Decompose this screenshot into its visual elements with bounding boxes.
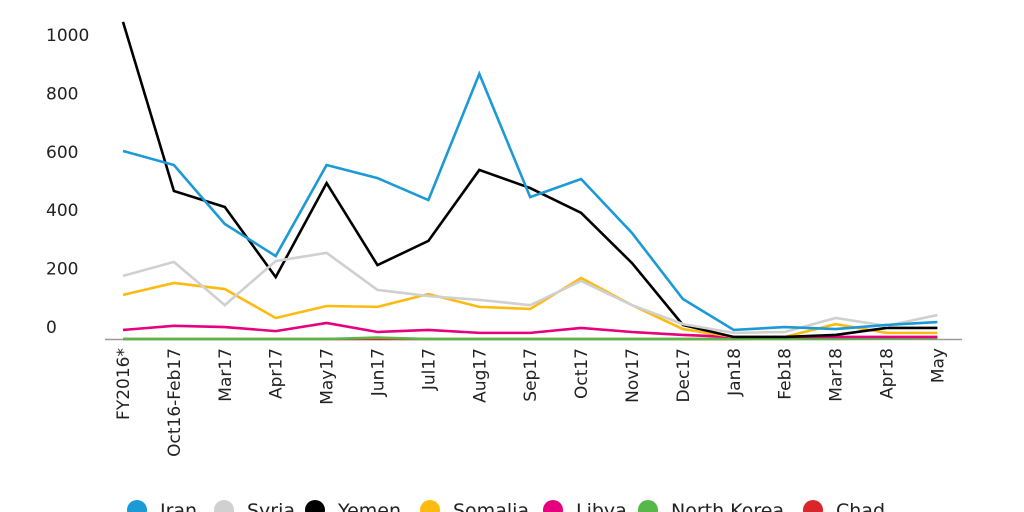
x-tick-label: FY2016* <box>114 348 134 420</box>
y-tick-label: 400 <box>46 201 78 221</box>
x-tick-label: Apr17 <box>267 348 287 399</box>
legend-swatch <box>420 500 440 512</box>
series-line-iran <box>122 70 938 332</box>
y-tick-label: 1000 <box>46 26 89 46</box>
legend-label: Yemen <box>337 500 401 512</box>
legend-label: Libya <box>576 500 627 512</box>
legend-label: Syria <box>247 500 295 512</box>
legend-label: Iran <box>160 500 197 512</box>
x-tick-label: Feb18 <box>776 348 796 400</box>
x-tick-label: Nov17 <box>623 348 643 403</box>
legend-swatch <box>127 500 147 512</box>
series-line-syria <box>122 251 938 335</box>
x-tick-label: Mar17 <box>216 348 236 402</box>
x-tick-label: Sep17 <box>521 348 541 402</box>
legend-swatch <box>214 500 234 512</box>
legend-item: Iran <box>127 500 197 512</box>
series-line-yemen <box>121 21 938 339</box>
legend-label: North Korea <box>671 500 784 512</box>
y-axis-ticks: 0 200 400 600 800 1000 <box>46 26 89 338</box>
x-tick-label: Jul17 <box>419 348 439 391</box>
series-line-somalia <box>122 276 938 339</box>
x-tick-label: Apr18 <box>878 348 898 399</box>
y-tick-label: 600 <box>46 143 78 163</box>
legend: Iran Syria Yemen Somalia Libya North Korea Cha… <box>127 500 885 512</box>
x-tick-label: Dec17 <box>674 348 694 403</box>
legend-item: Syria <box>214 500 295 512</box>
x-tick-label: May17 <box>318 348 338 405</box>
legend-item: Libya <box>543 500 627 512</box>
x-tick-label: Oct17 <box>572 348 592 399</box>
x-tick-label: Oct16-Feb17 <box>165 348 185 457</box>
legend-swatch <box>803 500 823 512</box>
legend-item: North Korea <box>638 500 784 512</box>
legend-label: Somalia <box>453 500 529 512</box>
x-tick-label: Jan18 <box>725 348 745 397</box>
legend-swatch <box>305 500 325 512</box>
x-tick-label: Aug17 <box>470 348 490 403</box>
x-tick-label: Jun17 <box>369 348 389 397</box>
y-tick-label: 200 <box>46 260 78 280</box>
series-lines <box>121 21 938 341</box>
legend-item: Chad <box>803 500 885 512</box>
legend-swatch <box>543 500 563 512</box>
y-tick-label: 0 <box>46 318 57 338</box>
legend-label: Chad <box>836 500 885 512</box>
x-tick-label: Mar18 <box>827 348 847 402</box>
series-line-north-korea <box>123 336 938 341</box>
x-axis-ticks: FY2016* Oct16-Feb17 Mar17 Apr17 May17 Jun17 Ju… <box>114 348 948 457</box>
legend-item: Yemen <box>305 500 401 512</box>
x-tick-label: May <box>928 348 948 383</box>
y-tick-label: 800 <box>46 84 78 104</box>
legend-item: Somalia <box>420 500 529 512</box>
legend-swatch <box>638 500 658 512</box>
